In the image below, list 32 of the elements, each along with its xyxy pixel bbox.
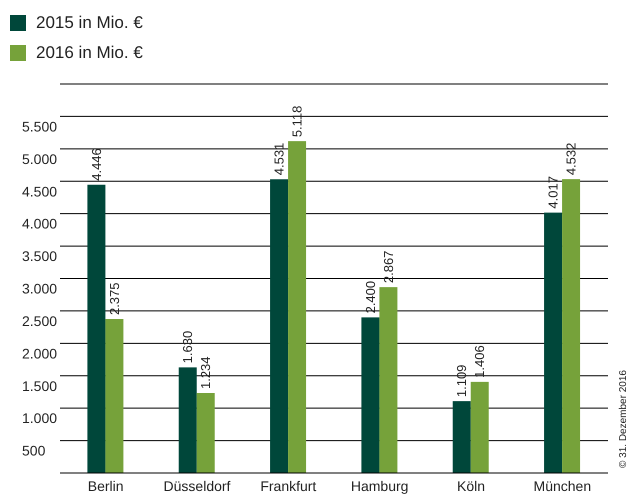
text: 4.017 (546, 176, 561, 209)
text: 1.109 (454, 364, 470, 398)
text: 2.375 (106, 282, 122, 316)
text: 2.867 (380, 250, 396, 284)
legend-label: 2016 in Mio. € (36, 42, 143, 64)
text: 4.446 (88, 148, 104, 181)
y-tick-label: 2.000 (22, 345, 58, 362)
y-tick-label: 4.000 (22, 216, 58, 232)
text: 4.531 (272, 142, 287, 176)
x-tick-label: Düsseldorf (164, 478, 231, 494)
y-tick-label: 3.000 (22, 280, 58, 296)
y-tick-label: 5.500 (22, 118, 58, 134)
text: 5.118 (290, 106, 305, 138)
x-tick-label: Hamburg (350, 478, 408, 494)
x-tick-label: Berlin (88, 478, 124, 494)
text: 1.630 (180, 330, 196, 364)
y-tick-label: 2.500 (22, 312, 58, 329)
legend-label: 2015 in Mio. € (36, 12, 143, 34)
text: 4.532 (564, 142, 579, 176)
x-tick-label: Köln (456, 478, 486, 494)
y-tick-label: 5.000 (22, 150, 58, 167)
text: © 31. Dezember 2016 (618, 370, 629, 468)
y-tick-label: 1.000 (22, 410, 58, 426)
text: 1.406 (472, 345, 488, 378)
y-tick-label: 3.500 (22, 248, 58, 264)
y-tick-label: 500 (22, 442, 46, 459)
x-tick-label: Frankfurt (260, 478, 316, 494)
text: 1.234 (198, 356, 214, 389)
x-tick-label: München (534, 478, 592, 494)
y-tick-label: 4.500 (22, 183, 58, 200)
text: 2.400 (362, 280, 378, 314)
y-tick-label: 1.500 (22, 378, 58, 394)
